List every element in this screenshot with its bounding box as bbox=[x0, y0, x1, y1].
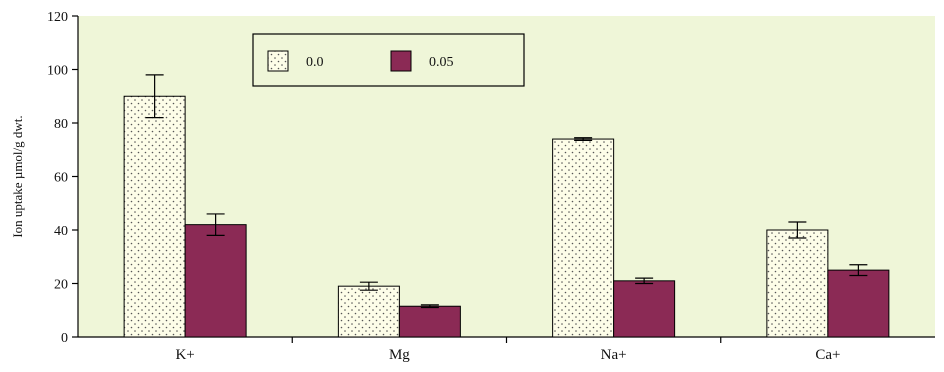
legend-swatch-treatment bbox=[390, 50, 412, 72]
x-axis: K+ Mg Na+ Ca+ bbox=[78, 336, 935, 363]
bar-control bbox=[337, 285, 400, 338]
x-category-label: Ca+ bbox=[815, 347, 840, 363]
y-tick-label: 120 bbox=[47, 10, 68, 25]
y-tick-label: 20 bbox=[54, 278, 68, 293]
bar-treatment bbox=[827, 269, 890, 338]
y-tick-label: 0 bbox=[61, 331, 68, 346]
bar-control bbox=[552, 138, 615, 338]
y-axis: 0 20 40 60 80 100 120 bbox=[47, 10, 79, 346]
bar-treatment bbox=[613, 280, 676, 338]
legend-swatch-control bbox=[267, 50, 289, 72]
x-category-label: K+ bbox=[175, 347, 194, 363]
bar-treatment bbox=[184, 224, 247, 338]
y-tick-label: 60 bbox=[54, 171, 68, 186]
legend-label-treatment: 0.05 bbox=[429, 55, 454, 70]
y-tick-label: 80 bbox=[54, 117, 68, 132]
x-category-label: Na+ bbox=[601, 347, 627, 363]
legend-box bbox=[252, 33, 525, 87]
bar-control bbox=[766, 229, 829, 338]
bar-control bbox=[123, 95, 186, 338]
bars bbox=[123, 74, 890, 338]
y-tick-label: 100 bbox=[47, 64, 68, 79]
legend-label-control: 0.0 bbox=[306, 55, 324, 70]
bar-treatment bbox=[398, 305, 461, 338]
legend: 0.0 0.05 bbox=[252, 33, 525, 87]
y-tick-label: 40 bbox=[54, 224, 68, 239]
x-category-label: Mg bbox=[389, 347, 410, 363]
y-axis-title: Ion uptake µmol/g dwt. bbox=[10, 115, 25, 237]
